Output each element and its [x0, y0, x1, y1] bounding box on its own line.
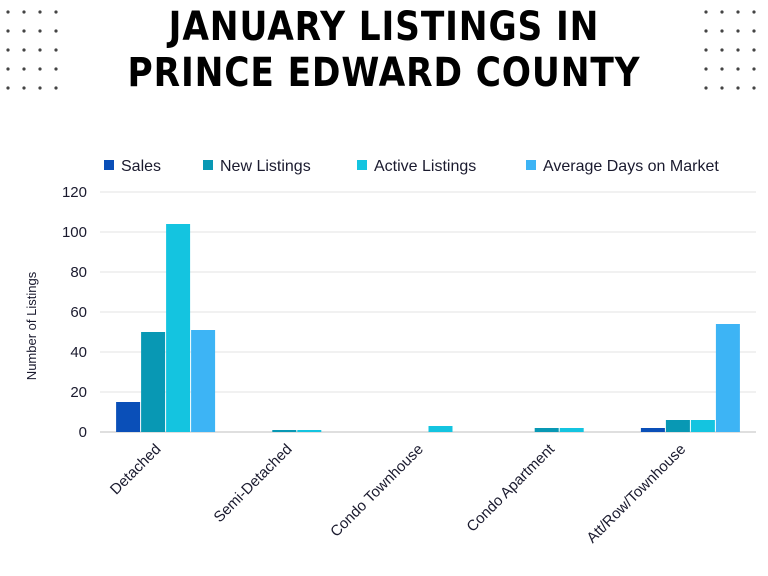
- x-tick-label: Att/Row/Townhouse: [583, 441, 689, 547]
- legend-label: Active Listings: [374, 158, 476, 175]
- y-tick-label: 60: [70, 304, 87, 321]
- decor-dot: [704, 29, 708, 33]
- decor-dot: [38, 29, 42, 33]
- legend-swatch: [357, 160, 367, 170]
- y-tick-label: 100: [62, 224, 87, 241]
- decor-dot: [704, 67, 708, 71]
- decor-dot: [752, 86, 756, 90]
- bar-average-days-on-market: [191, 330, 216, 432]
- decor-dot: [22, 86, 26, 90]
- decor-dot: [736, 10, 740, 14]
- x-tick-label: Semi-Detached: [210, 441, 295, 526]
- bars: [116, 224, 740, 432]
- decor-dot: [704, 48, 708, 52]
- decor-dot: [736, 86, 740, 90]
- bar-active-listings: [166, 224, 191, 432]
- bar-active-listings: [428, 426, 453, 432]
- decor-dot: [54, 67, 58, 71]
- y-tick-label: 80: [70, 264, 87, 281]
- legend-swatch: [203, 160, 213, 170]
- x-tick-label: Condo Townhouse: [327, 441, 427, 541]
- bar-active-listings: [297, 430, 322, 432]
- decor-dot: [720, 67, 724, 71]
- x-axis-labels: Detached Semi-Detached Condo Townhouse Cond…: [107, 440, 689, 546]
- title-line-1: JANUARY LISTINGS IN: [168, 4, 600, 50]
- decor-dot: [22, 48, 26, 52]
- legend-label: Average Days on Market: [543, 158, 719, 175]
- decor-dot: [720, 29, 724, 33]
- decor-dot: [54, 10, 58, 14]
- decor-dot: [38, 67, 42, 71]
- y-axis-ticks: 0 20 40 60 80 100 120: [62, 184, 87, 441]
- y-tick-label: 40: [70, 344, 87, 361]
- y-tick-label: 20: [70, 384, 87, 401]
- bar-new-listings: [141, 332, 166, 432]
- decor-dot: [6, 67, 10, 71]
- bar-active-listings: [690, 420, 715, 432]
- decor-dot: [752, 10, 756, 14]
- bar-new-listings: [665, 420, 690, 432]
- bar-average-days-on-market: [715, 324, 740, 432]
- decor-dot: [54, 29, 58, 33]
- y-tick-label: 120: [62, 184, 87, 201]
- decor-dot: [38, 86, 42, 90]
- decor-dot: [752, 67, 756, 71]
- decor-dot: [720, 86, 724, 90]
- decor-dot: [752, 29, 756, 33]
- decor-dot: [54, 86, 58, 90]
- decor-dot: [704, 86, 708, 90]
- decor-dot: [720, 48, 724, 52]
- y-axis-label: Number of Listings: [24, 271, 39, 380]
- bar-sales: [640, 428, 665, 432]
- dot-pattern-right: [704, 10, 756, 90]
- title-line-2: PRINCE EDWARD COUNTY: [127, 50, 641, 96]
- bar-active-listings: [559, 428, 584, 432]
- decor-dot: [6, 10, 10, 14]
- bar-sales: [116, 402, 141, 432]
- dot-pattern-left: [6, 10, 58, 90]
- decor-dot: [6, 48, 10, 52]
- legend-label: Sales: [121, 158, 161, 175]
- decor-dot: [38, 10, 42, 14]
- decor-dot: [736, 67, 740, 71]
- decor-dot: [38, 48, 42, 52]
- decor-dot: [6, 86, 10, 90]
- y-tick-label: 0: [79, 424, 87, 441]
- decor-dot: [704, 10, 708, 14]
- bar-new-listings: [534, 428, 559, 432]
- bar-new-listings: [272, 430, 297, 432]
- decor-dot: [736, 29, 740, 33]
- decor-dot: [22, 29, 26, 33]
- legend-label: New Listings: [220, 158, 311, 175]
- chart-title: JANUARY LISTINGS IN PRINCE EDWARD COUNTY: [54, 4, 714, 96]
- decor-dot: [6, 29, 10, 33]
- decor-dot: [752, 48, 756, 52]
- x-tick-label: Detached: [107, 441, 164, 498]
- decor-dot: [736, 48, 740, 52]
- decor-dot: [720, 10, 724, 14]
- decor-dot: [22, 10, 26, 14]
- legend: Sales New Listings Active Listings Average …: [104, 158, 719, 175]
- legend-swatch: [104, 160, 114, 170]
- decor-dot: [22, 67, 26, 71]
- decor-dot: [54, 48, 58, 52]
- x-tick-label: Condo Apartment: [463, 440, 558, 535]
- legend-swatch: [526, 160, 536, 170]
